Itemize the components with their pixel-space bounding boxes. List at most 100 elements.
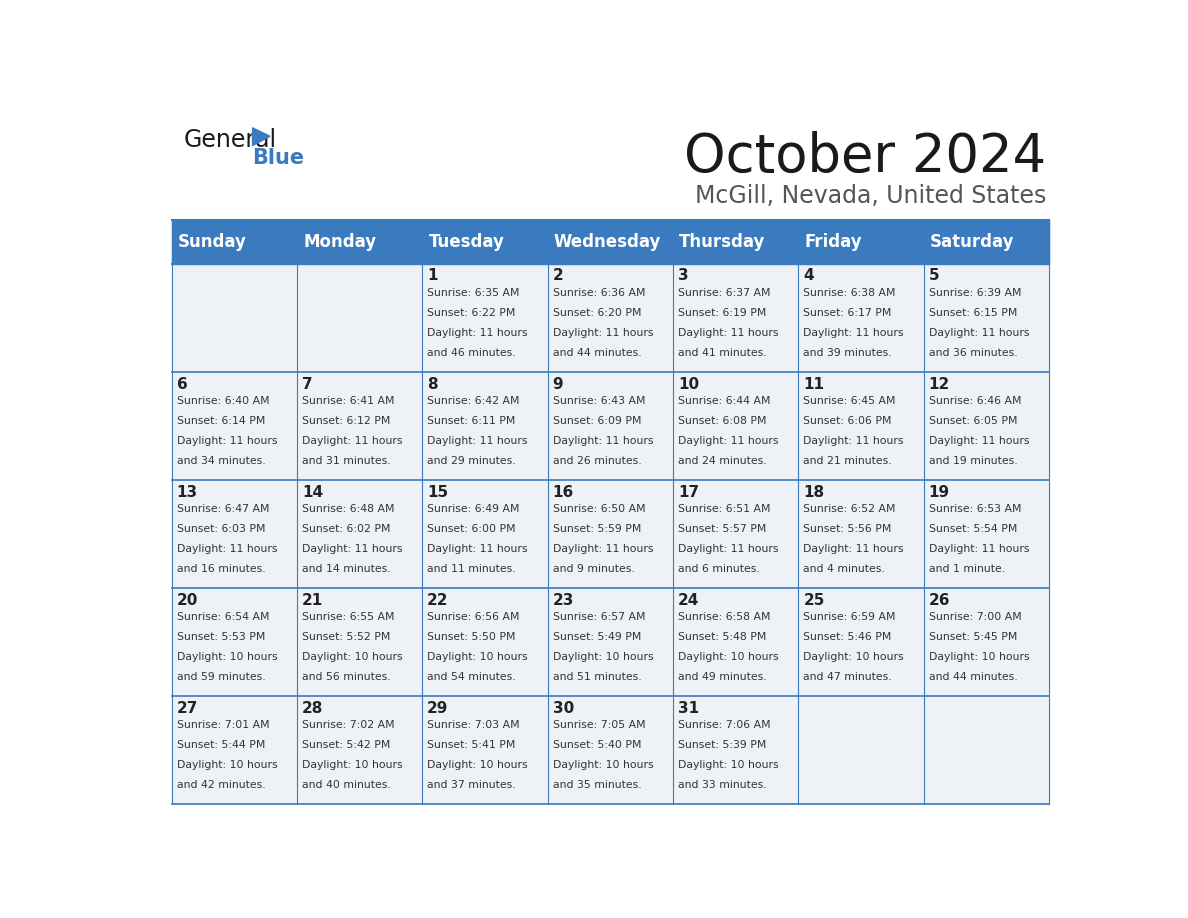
Text: Daylight: 11 hours: Daylight: 11 hours [552,543,653,554]
Text: Daylight: 11 hours: Daylight: 11 hours [929,543,1029,554]
Text: Daylight: 11 hours: Daylight: 11 hours [428,543,527,554]
Text: and 36 minutes.: and 36 minutes. [929,348,1017,358]
Text: 13: 13 [177,485,197,499]
Bar [297,263,422,372]
Text: Tuesday: Tuesday [429,232,505,251]
Bar [923,372,1049,480]
Text: Sunrise: 6:39 AM: Sunrise: 6:39 AM [929,287,1022,297]
Text: 1: 1 [428,268,437,284]
Text: Sunset: 5:53 PM: Sunset: 5:53 PM [177,632,265,642]
Text: 27: 27 [177,701,198,716]
Text: Daylight: 10 hours: Daylight: 10 hours [678,652,778,662]
Text: and 19 minutes.: and 19 minutes. [929,455,1017,465]
Text: Sunset: 5:45 PM: Sunset: 5:45 PM [929,632,1017,642]
Text: Sunset: 5:44 PM: Sunset: 5:44 PM [177,740,265,750]
Text: 3: 3 [678,268,689,284]
Text: Sunset: 5:57 PM: Sunset: 5:57 PM [678,524,766,534]
Bar [297,372,422,480]
Text: and 21 minutes.: and 21 minutes. [803,455,892,465]
Bar [923,588,1049,696]
Text: Sunrise: 6:37 AM: Sunrise: 6:37 AM [678,287,771,297]
Text: Thursday: Thursday [680,232,765,251]
Bar [798,696,923,804]
Bar [798,263,923,372]
Text: and 41 minutes.: and 41 minutes. [678,348,766,358]
Text: and 59 minutes.: and 59 minutes. [177,672,265,682]
Bar [422,588,548,696]
Text: Daylight: 10 hours: Daylight: 10 hours [428,760,527,770]
Bar [923,480,1049,588]
Text: Sunrise: 6:45 AM: Sunrise: 6:45 AM [803,396,896,406]
Text: 21: 21 [302,593,323,608]
Bar [297,588,422,696]
Text: 26: 26 [929,593,950,608]
Text: Monday: Monday [303,232,377,251]
Text: and 33 minutes.: and 33 minutes. [678,780,766,790]
Text: Sunrise: 6:55 AM: Sunrise: 6:55 AM [302,612,394,622]
Text: Sunset: 6:17 PM: Sunset: 6:17 PM [803,308,892,318]
Text: and 6 minutes.: and 6 minutes. [678,564,759,574]
Text: and 29 minutes.: and 29 minutes. [428,455,516,465]
Text: Sunset: 6:22 PM: Sunset: 6:22 PM [428,308,516,318]
Text: Daylight: 11 hours: Daylight: 11 hours [302,436,403,446]
Text: Sunrise: 6:47 AM: Sunrise: 6:47 AM [177,504,268,514]
Text: 4: 4 [803,268,814,284]
Bar [422,263,548,372]
Text: and 51 minutes.: and 51 minutes. [552,672,642,682]
Bar [923,263,1049,372]
Bar [548,588,672,696]
Text: Sunset: 5:39 PM: Sunset: 5:39 PM [678,740,766,750]
Text: and 44 minutes.: and 44 minutes. [929,672,1017,682]
Text: Sunset: 6:14 PM: Sunset: 6:14 PM [177,416,265,426]
Text: 15: 15 [428,485,448,499]
Bar [171,480,297,588]
Text: Daylight: 11 hours: Daylight: 11 hours [803,328,904,338]
Text: and 16 minutes.: and 16 minutes. [177,564,265,574]
Bar [672,696,798,804]
Bar [548,263,672,372]
Text: and 14 minutes.: and 14 minutes. [302,564,391,574]
Text: Daylight: 10 hours: Daylight: 10 hours [929,652,1029,662]
Text: 10: 10 [678,376,699,392]
Text: and 56 minutes.: and 56 minutes. [302,672,391,682]
Text: 31: 31 [678,701,699,716]
Text: Daylight: 10 hours: Daylight: 10 hours [803,652,904,662]
Text: and 4 minutes.: and 4 minutes. [803,564,885,574]
Bar [422,372,548,480]
Text: 19: 19 [929,485,949,499]
Bar [548,372,672,480]
Text: Sunrise: 6:51 AM: Sunrise: 6:51 AM [678,504,771,514]
Text: 17: 17 [678,485,699,499]
Text: Daylight: 11 hours: Daylight: 11 hours [177,543,277,554]
Text: 23: 23 [552,593,574,608]
Bar [297,480,422,588]
Text: Friday: Friday [804,232,862,251]
Text: Sunrise: 6:42 AM: Sunrise: 6:42 AM [428,396,519,406]
Text: Sunset: 5:52 PM: Sunset: 5:52 PM [302,632,390,642]
Text: Sunrise: 7:03 AM: Sunrise: 7:03 AM [428,721,520,730]
Text: Sunset: 6:09 PM: Sunset: 6:09 PM [552,416,642,426]
Text: Sunrise: 6:50 AM: Sunrise: 6:50 AM [552,504,645,514]
Text: Sunrise: 6:36 AM: Sunrise: 6:36 AM [552,287,645,297]
Text: and 37 minutes.: and 37 minutes. [428,780,516,790]
Text: Daylight: 11 hours: Daylight: 11 hours [552,436,653,446]
Text: Sunrise: 6:54 AM: Sunrise: 6:54 AM [177,612,268,622]
Text: Sunrise: 6:57 AM: Sunrise: 6:57 AM [552,612,645,622]
Text: Sunset: 5:46 PM: Sunset: 5:46 PM [803,632,892,642]
Text: Wednesday: Wednesday [554,232,662,251]
Bar [171,588,297,696]
Bar [548,480,672,588]
Text: Sunset: 6:15 PM: Sunset: 6:15 PM [929,308,1017,318]
Text: and 39 minutes.: and 39 minutes. [803,348,892,358]
Text: Daylight: 11 hours: Daylight: 11 hours [678,543,778,554]
Text: Daylight: 11 hours: Daylight: 11 hours [177,436,277,446]
Text: 9: 9 [552,376,563,392]
Text: Sunset: 5:50 PM: Sunset: 5:50 PM [428,632,516,642]
Text: Sunrise: 6:44 AM: Sunrise: 6:44 AM [678,396,771,406]
Bar [171,372,297,480]
Text: Daylight: 11 hours: Daylight: 11 hours [552,328,653,338]
Bar [672,588,798,696]
Text: Sunrise: 7:02 AM: Sunrise: 7:02 AM [302,721,394,730]
Bar [171,219,1049,263]
Bar [798,588,923,696]
